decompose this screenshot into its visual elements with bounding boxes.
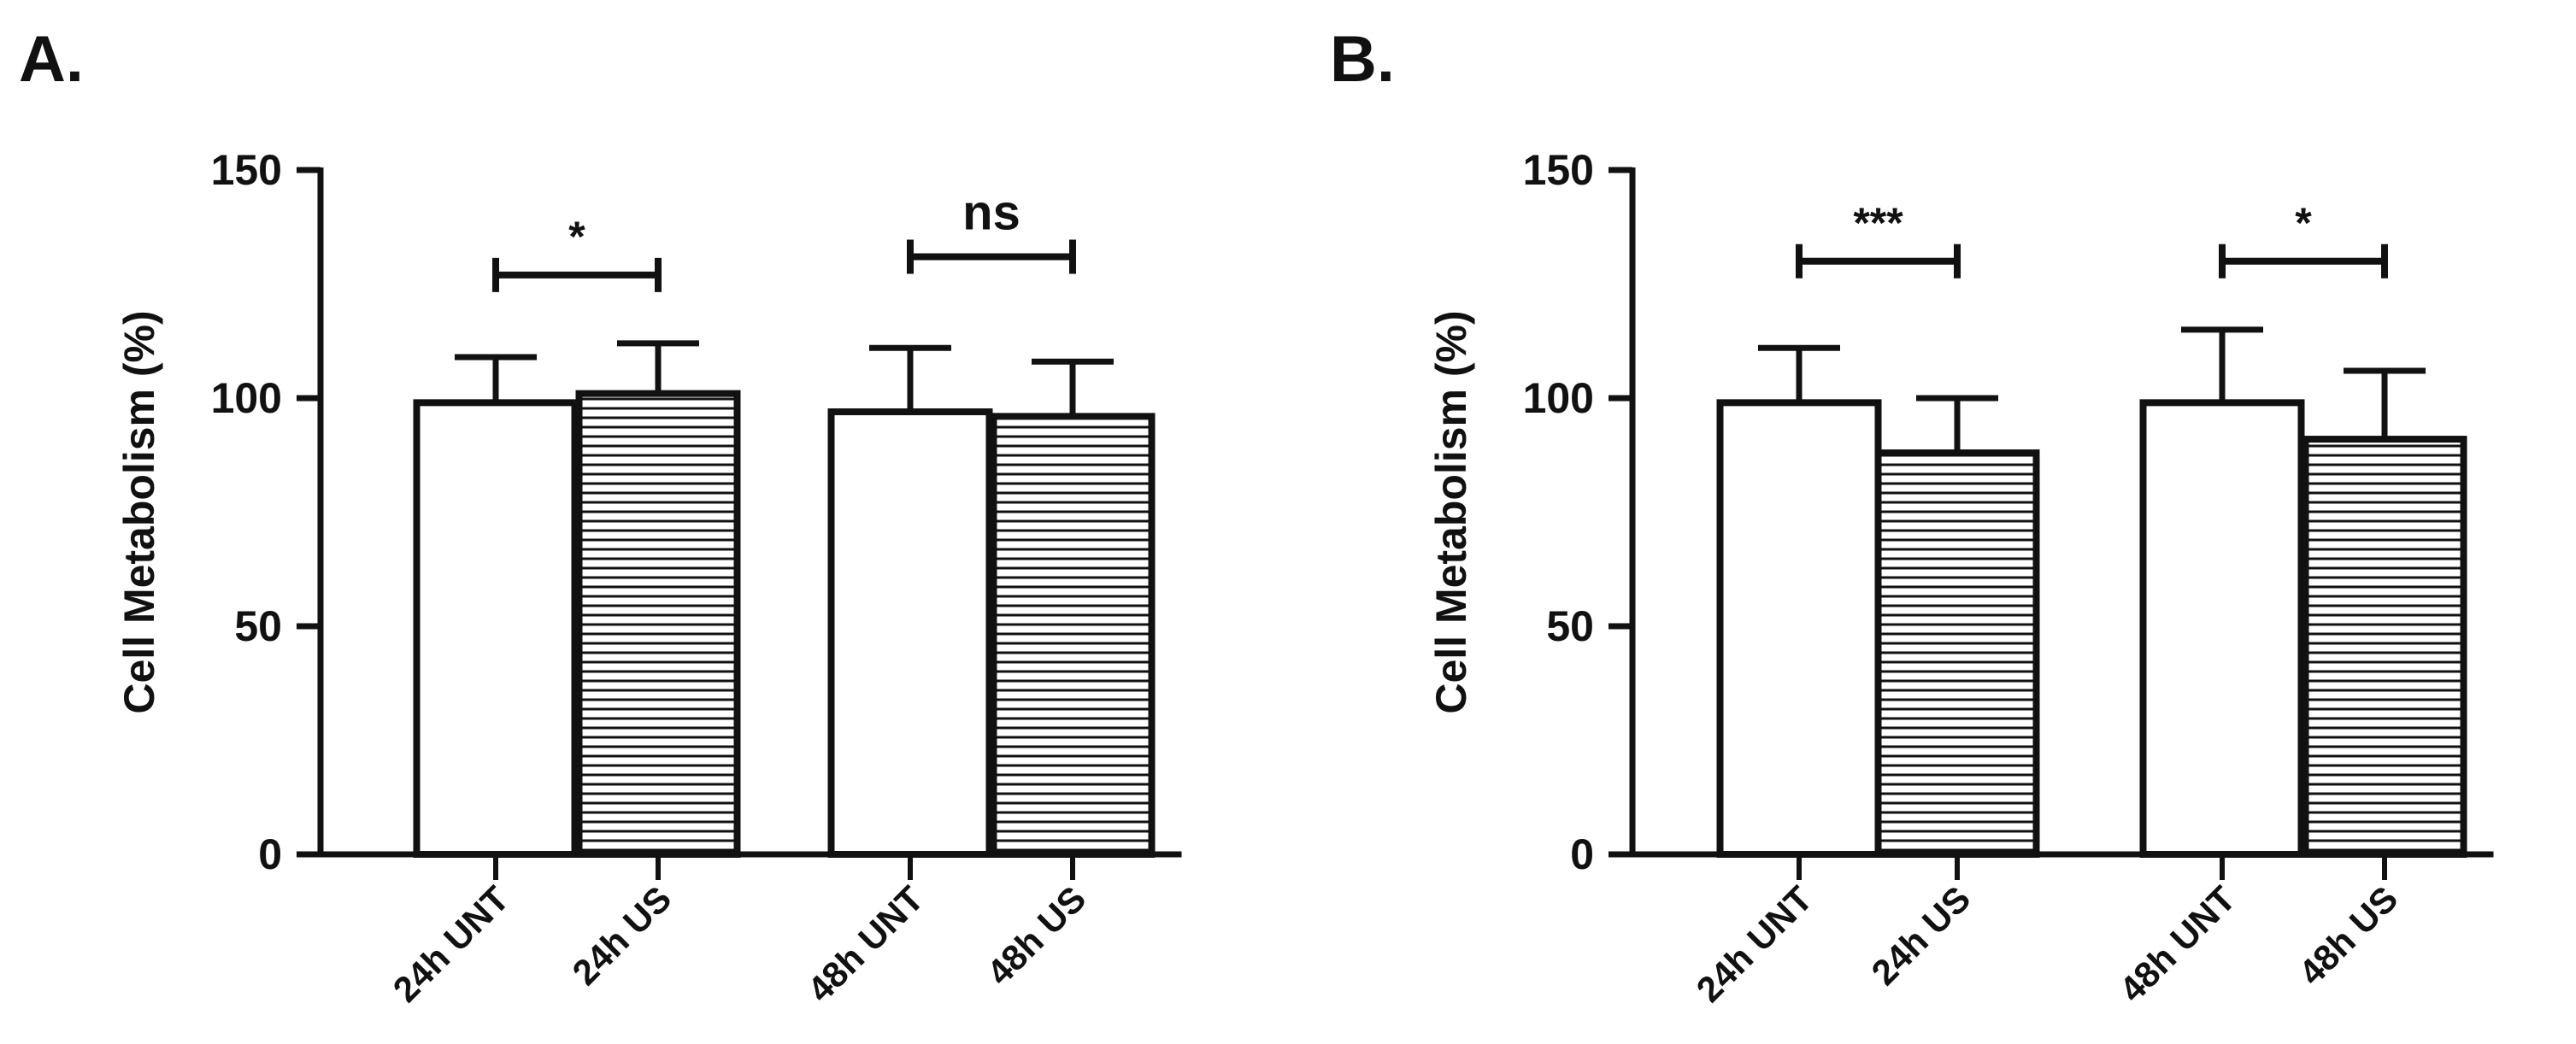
y-tick-label: 50 (234, 602, 282, 650)
significance-label: * (2295, 199, 2312, 247)
y-tick-label: 150 (211, 146, 282, 194)
bar (575, 390, 741, 859)
significance-label: * (568, 213, 585, 261)
y-tick-label: 0 (258, 830, 282, 878)
x-tick-label: 48h US (2291, 878, 2405, 993)
significance-label: *** (1853, 199, 1903, 247)
bar (827, 408, 993, 858)
y-axis-label: Cell Metabolism (%) (115, 310, 163, 713)
panel-label: B. (1330, 23, 1395, 96)
panel-label: A. (19, 23, 84, 96)
x-tick-label: 24h US (1863, 878, 1978, 993)
x-tick-label: 24h US (564, 878, 679, 993)
y-tick-label: 150 (1523, 146, 1594, 194)
x-tick-label: 24h UNT (1689, 878, 1820, 1010)
significance-label: ns (962, 185, 1020, 240)
x-tick-label: 24h UNT (385, 878, 517, 1010)
y-tick-label: 0 (1570, 830, 1594, 878)
bar (2139, 399, 2305, 858)
bar (2302, 436, 2467, 858)
x-tick-label: 48h UNT (800, 878, 932, 1010)
x-tick-label: 48h UNT (2112, 878, 2244, 1010)
y-axis-label: Cell Metabolism (%) (1427, 310, 1475, 713)
bar (413, 399, 579, 858)
panel-b: B. 0 50 100 150 Cell Metabolism (%) 24h UNT 24h… (1330, 23, 2494, 1010)
y-tick-label: 100 (211, 374, 282, 422)
bar (990, 413, 1156, 858)
y-tick-label: 50 (1546, 602, 1594, 650)
bar (1874, 449, 2040, 859)
x-tick-label: 48h US (979, 878, 1093, 993)
bar (1716, 399, 1882, 858)
panel-a: A. 0 50 100 150 Cell Metabolism (%) 24h UNT 24h… (19, 23, 1182, 1010)
y-tick-label: 100 (1523, 374, 1594, 422)
